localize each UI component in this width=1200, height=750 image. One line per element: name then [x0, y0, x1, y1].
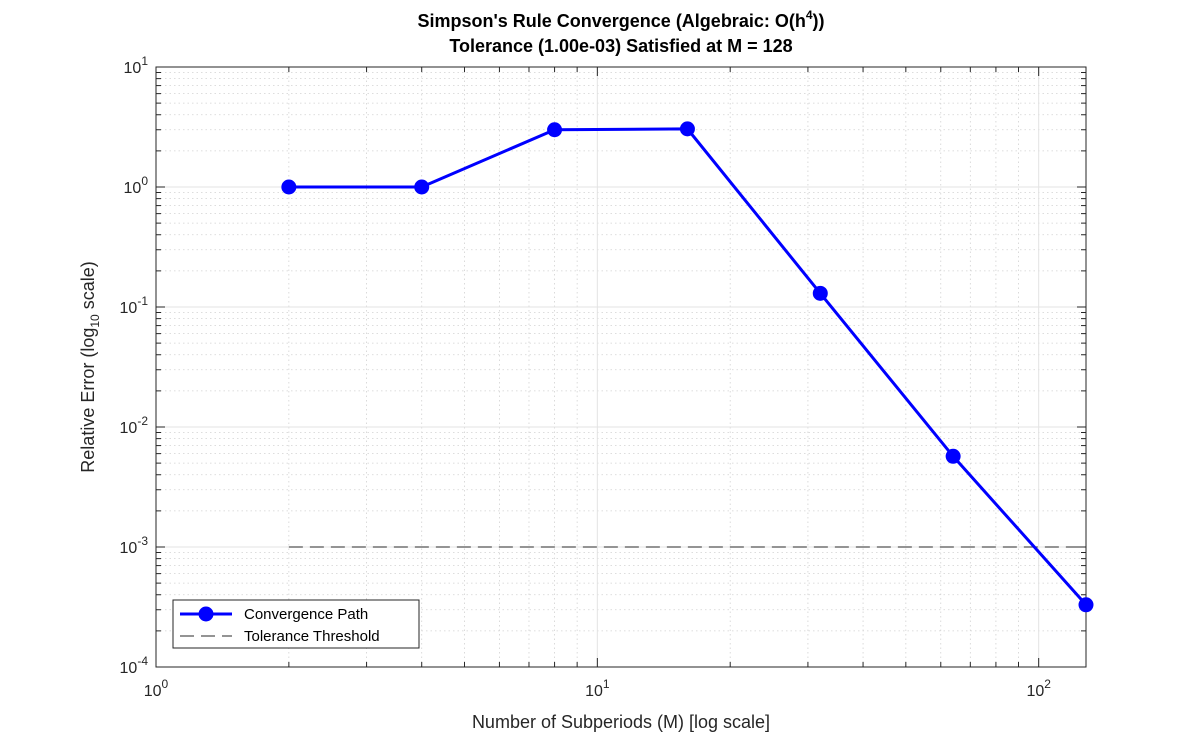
legend: Convergence Path Tolerance Threshold [172, 599, 420, 649]
x-tick-label-exponent: 0 [162, 677, 169, 691]
chart-subtitle: Tolerance (1.00e-03) Satisfied at M = 12… [449, 36, 792, 56]
x-tick-label-base: 10 [144, 683, 162, 700]
y-tick-label-base: 10 [124, 180, 142, 197]
chart-title: Simpson's Rule Convergence (Algebraic: O… [417, 8, 824, 31]
legend-box [172, 599, 420, 649]
convergence-point [812, 285, 828, 301]
y-axis-label-prefix: Relative Error (log [78, 328, 98, 473]
convergence-point [547, 122, 563, 138]
y-tick-label-base: 10 [120, 660, 138, 677]
y-axis-label-subscript: 10 [88, 314, 102, 328]
legend-convergence-marker [198, 606, 214, 622]
convergence-point [679, 121, 695, 137]
y-tick-label-exponent: -3 [137, 534, 148, 548]
plot-area [156, 67, 1086, 667]
y-tick-label-base: 10 [120, 420, 138, 437]
convergence-point [281, 179, 297, 195]
plot-frame [155, 66, 1087, 668]
x-tick-label: 100 [144, 677, 169, 700]
y-tick-label-exponent: -2 [137, 414, 148, 428]
x-axis-label: Number of Subperiods (M) [log scale] [472, 712, 770, 732]
x-tick-label-base: 10 [1026, 683, 1044, 700]
y-tick-label: 10-1 [120, 294, 149, 317]
y-tick-label-base: 10 [124, 60, 142, 77]
chart-title-prefix: Simpson's Rule Convergence (Algebraic: O… [417, 11, 805, 31]
y-tick-label: 10-4 [120, 654, 149, 677]
y-tick-label-exponent: -1 [137, 294, 148, 308]
y-tick-label-exponent: 1 [141, 54, 148, 68]
legend-convergence-label: Convergence Path [244, 606, 368, 623]
x-tick-label-exponent: 1 [603, 677, 610, 691]
x-tick-labels: 100 101 102 [144, 677, 1051, 700]
convergence-point [414, 179, 430, 195]
y-tick-label-base: 10 [120, 300, 138, 317]
y-axis-label-suffix: scale) [78, 261, 98, 314]
y-tick-label: 10-2 [120, 414, 149, 437]
y-tick-label-base: 10 [120, 540, 138, 557]
series-layer [281, 121, 1094, 613]
x-tick-label: 101 [585, 677, 610, 700]
y-tick-label: 10-3 [120, 534, 149, 557]
chart-title-suffix: )) [813, 11, 825, 31]
x-tick-label: 102 [1026, 677, 1051, 700]
chart-title-superscript: 4 [806, 8, 813, 22]
convergence-point [1078, 597, 1094, 613]
y-tick-label: 101 [124, 54, 149, 77]
convergence-point [945, 448, 961, 464]
y-tick-label-exponent: -4 [137, 654, 148, 668]
axis-ticks [155, 66, 1086, 668]
x-tick-label-base: 10 [585, 683, 603, 700]
y-axis-label: Relative Error (log10 scale) [78, 261, 102, 472]
legend-tolerance-label: Tolerance Threshold [244, 628, 380, 645]
y-tick-label-exponent: 0 [141, 174, 148, 188]
y-tick-label: 100 [124, 174, 149, 197]
x-tick-label-exponent: 2 [1044, 677, 1051, 691]
